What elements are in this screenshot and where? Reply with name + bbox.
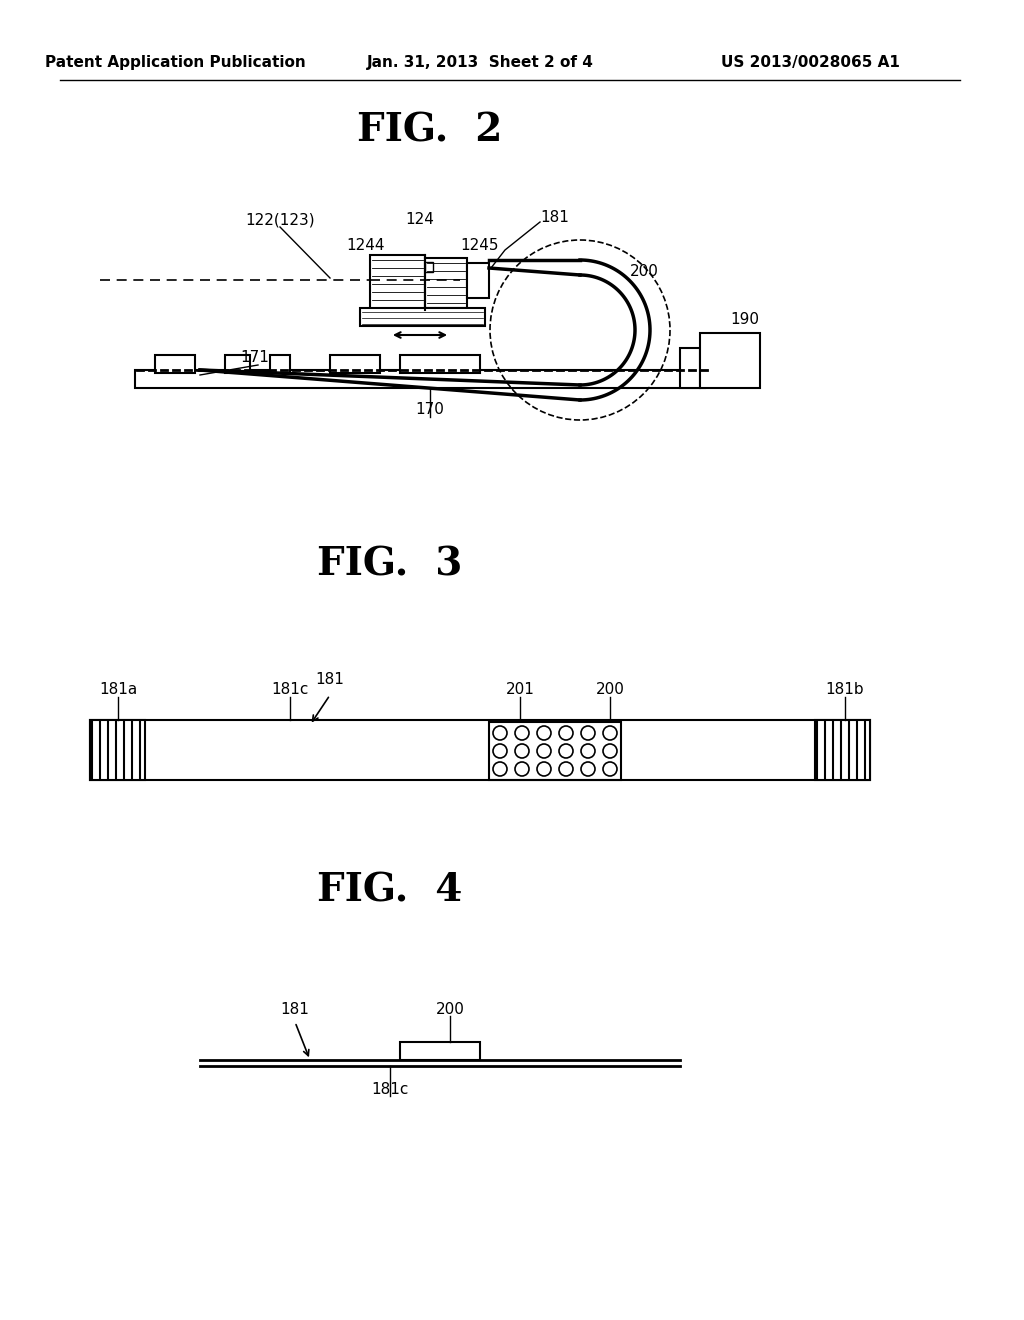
Text: 122(123): 122(123) <box>245 213 314 227</box>
Bar <box>360 308 485 326</box>
Text: 181c: 181c <box>372 1082 409 1097</box>
Text: 181a: 181a <box>99 682 137 697</box>
Text: FIG.  3: FIG. 3 <box>317 546 463 583</box>
Bar <box>330 355 380 374</box>
Text: 124: 124 <box>406 213 434 227</box>
Bar <box>425 257 467 308</box>
Text: FIG.  4: FIG. 4 <box>317 871 463 909</box>
Text: FIG.  2: FIG. 2 <box>357 111 503 149</box>
Bar <box>425 261 433 272</box>
Text: 201: 201 <box>506 682 535 697</box>
Text: 1245: 1245 <box>460 238 499 252</box>
Text: 181c: 181c <box>271 682 308 697</box>
Bar <box>467 263 489 298</box>
Text: 171: 171 <box>241 351 269 366</box>
Text: 200: 200 <box>435 1002 465 1018</box>
Text: 200: 200 <box>596 682 625 697</box>
Bar <box>489 722 621 780</box>
Text: 181: 181 <box>540 210 569 226</box>
Bar <box>400 1041 480 1060</box>
Bar <box>135 370 705 388</box>
Bar <box>815 719 870 780</box>
Text: Patent Application Publication: Patent Application Publication <box>45 54 305 70</box>
Bar <box>155 355 195 374</box>
Text: 190: 190 <box>730 313 760 327</box>
Text: 181b: 181b <box>825 682 864 697</box>
Text: Jan. 31, 2013  Sheet 2 of 4: Jan. 31, 2013 Sheet 2 of 4 <box>367 54 594 70</box>
Text: 181: 181 <box>315 672 344 688</box>
Text: 200: 200 <box>630 264 658 280</box>
Text: 1244: 1244 <box>346 238 385 252</box>
Text: 170: 170 <box>416 403 444 417</box>
Bar <box>270 355 290 374</box>
Text: 181: 181 <box>281 1002 309 1018</box>
Bar <box>90 719 870 780</box>
Bar <box>90 719 145 780</box>
Bar <box>370 255 425 310</box>
Bar <box>225 355 250 374</box>
Bar <box>400 355 480 374</box>
Bar <box>680 348 700 388</box>
Bar <box>700 333 760 388</box>
Text: US 2013/0028065 A1: US 2013/0028065 A1 <box>721 54 899 70</box>
